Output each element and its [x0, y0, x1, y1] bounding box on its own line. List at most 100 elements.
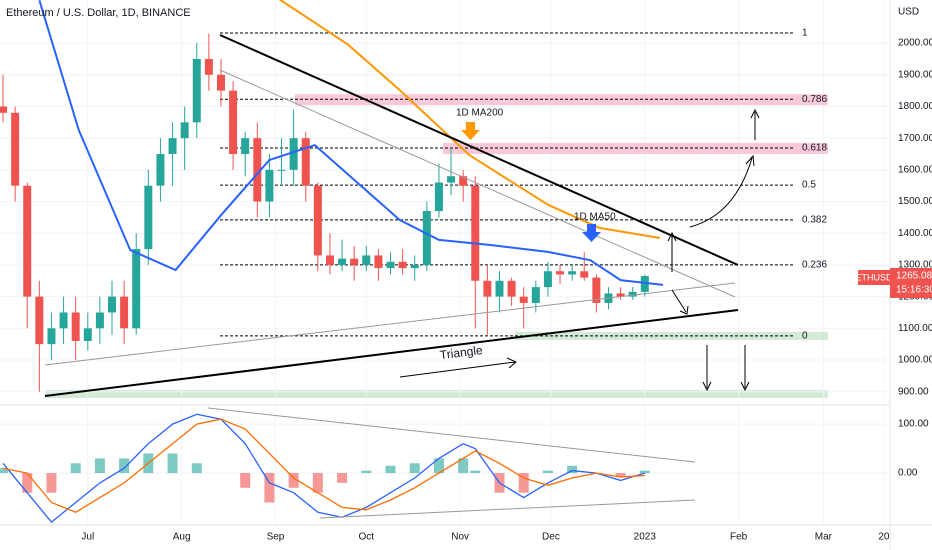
countdown: 15:16:30	[896, 285, 932, 296]
candle-body	[495, 280, 504, 297]
y-tick-label: 1900.00	[898, 69, 932, 80]
fib-label: 1	[802, 28, 808, 39]
candle-body	[168, 138, 177, 155]
symbol-label: ETHUSD	[855, 272, 893, 282]
candle-body	[156, 154, 165, 186]
candle-body	[192, 58, 201, 123]
y-tick-label: 1500.00	[898, 196, 932, 207]
triangle-label: Triangle	[439, 343, 484, 362]
candle-body	[11, 112, 20, 186]
candle-body	[628, 291, 637, 297]
y-tick-label: 100.00	[898, 419, 929, 430]
x-tick-label: Mar	[815, 532, 833, 543]
trendline	[319, 499, 696, 519]
macd-histogram	[46, 473, 57, 493]
candle-body	[71, 312, 80, 341]
candle-body	[592, 277, 601, 303]
candle-body	[23, 185, 32, 297]
candle-body	[531, 287, 540, 303]
macd-histogram	[288, 473, 299, 488]
y-tick-label: 1400.00	[898, 228, 932, 239]
moving-average	[38, 0, 664, 286]
candle-body	[204, 58, 213, 75]
fib-label: 0.786	[802, 94, 827, 105]
ma200-label: 1D MA200	[456, 108, 504, 119]
candle-body	[434, 182, 443, 212]
candle-body	[59, 312, 68, 329]
trendline	[207, 407, 696, 463]
chart-title: Ethereum / U.S. Dollar, 1D, BINANCE	[6, 7, 191, 19]
triangle-top	[219, 34, 739, 266]
y-tick-label: 1300.00	[898, 260, 932, 271]
candle-body	[362, 255, 371, 265]
macd-histogram	[240, 473, 251, 488]
trendline	[44, 282, 736, 366]
y-tick-label: 0.00	[898, 468, 918, 479]
candle-body	[265, 169, 274, 202]
x-tick-label: Jul	[81, 532, 94, 543]
candle-body	[422, 211, 431, 265]
macd-histogram	[337, 473, 348, 483]
candle-body	[0, 106, 8, 113]
candle-body	[410, 264, 419, 269]
y-tick-label: 1600.00	[898, 164, 932, 175]
x-tick-label: 2023	[634, 532, 657, 543]
candle-body	[338, 258, 347, 265]
x-tick-label: Dec	[542, 532, 560, 543]
trendline	[219, 69, 736, 298]
symbol-box	[858, 270, 890, 285]
candle-body	[120, 296, 129, 329]
currency-label: USD	[898, 7, 919, 18]
candle-body	[556, 271, 565, 275]
candle-body	[580, 271, 589, 278]
candle-body	[241, 138, 250, 155]
fib-label: 0.236	[802, 260, 827, 271]
macd-line	[2, 413, 645, 524]
x-tick-label: Feb	[730, 532, 748, 543]
candle-body	[325, 255, 334, 265]
macd-histogram	[70, 463, 81, 474]
signal-line	[2, 418, 645, 514]
macd-histogram	[0, 468, 9, 474]
macd-histogram	[94, 458, 105, 474]
fib-label: 0.5	[802, 180, 816, 191]
candle-body	[640, 276, 649, 292]
candle-body	[616, 293, 625, 297]
macd-histogram	[639, 470, 650, 474]
macd-histogram	[458, 458, 469, 474]
fib-label: 0.618	[802, 143, 827, 154]
ma200-arrow	[461, 122, 480, 140]
x-tick-label: Nov	[451, 532, 469, 543]
candle-body	[95, 312, 104, 329]
y-tick-label: 1700.00	[898, 133, 932, 144]
candle-body	[507, 280, 516, 297]
candle-body	[350, 258, 359, 265]
macd-histogram	[433, 458, 444, 474]
y-tick-label: 900.00	[898, 386, 929, 397]
candle-body	[543, 271, 552, 288]
macd-histogram	[312, 473, 323, 493]
candle-body	[398, 261, 407, 269]
moving-average	[278, 0, 661, 239]
macd-histogram	[615, 473, 626, 477]
candle-body	[471, 185, 480, 281]
fib-label: 0.382	[802, 215, 827, 226]
macd-histogram	[385, 465, 396, 474]
candle-body	[374, 255, 383, 269]
x-tick-label: Aug	[173, 532, 191, 543]
macd-histogram	[470, 470, 481, 474]
macd-histogram	[518, 473, 529, 493]
candle-body	[83, 328, 92, 341]
candle-body	[447, 176, 456, 183]
candle-body	[568, 271, 577, 275]
x-tick-label: Sep	[267, 532, 285, 543]
macd-histogram	[264, 473, 275, 503]
price-box	[890, 268, 932, 298]
last-price: 1265.08	[896, 271, 932, 282]
candle-body	[108, 296, 117, 313]
macd-histogram	[167, 453, 178, 474]
candle-body	[386, 261, 395, 269]
x-tick-label: Oct	[359, 532, 375, 543]
